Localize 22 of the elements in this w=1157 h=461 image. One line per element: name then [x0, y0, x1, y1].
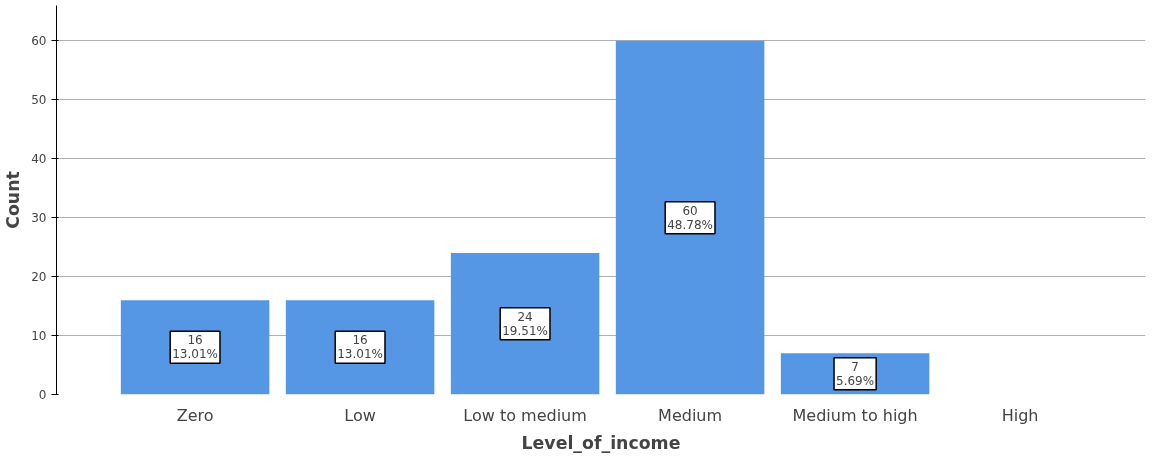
bar: [615, 40, 765, 395]
x-axis-title: Level_of_income: [521, 432, 681, 453]
x-tick-label: Low to medium: [463, 405, 587, 425]
y-tick-label: 20: [31, 270, 47, 285]
y-tick-label: 30: [31, 211, 47, 226]
y-tick-label: 50: [31, 93, 47, 108]
data-label: 16 13.01%: [172, 333, 218, 362]
x-tick-label: Medium to high: [792, 405, 918, 425]
y-tick-label: 10: [31, 329, 47, 344]
y-axis-title: Count: [3, 171, 24, 229]
x-tick-label: High: [1001, 405, 1039, 425]
data-label: 24 19.51%: [502, 309, 548, 338]
data-label: 7 5.69%: [836, 359, 875, 388]
data-label: 16 13.01%: [337, 333, 383, 362]
bar: [450, 253, 600, 395]
y-tick-label: 0: [38, 388, 47, 402]
x-tick-label: Medium: [658, 405, 723, 425]
y-tick-label: 60: [31, 34, 47, 49]
y-tick-label: 40: [31, 152, 47, 167]
x-tick-label: Zero: [176, 405, 214, 425]
data-label: 60 48.78%: [667, 203, 713, 232]
x-tick-label: Low: [344, 405, 376, 425]
